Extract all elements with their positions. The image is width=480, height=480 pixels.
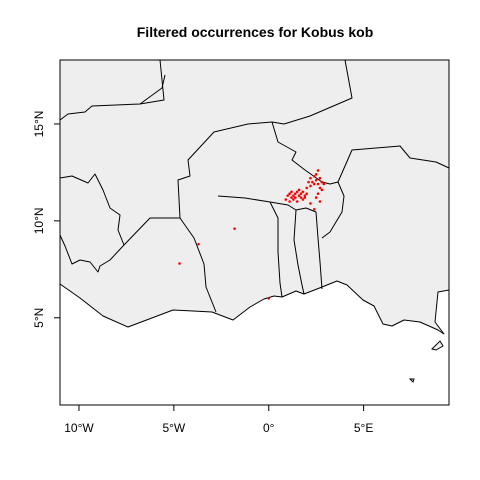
occurrence-point [312, 207, 316, 211]
occurrence-point [303, 194, 307, 197]
occurrence-point [295, 190, 299, 194]
x-tick-label: 10°W [64, 421, 94, 435]
occurrence-point [288, 200, 291, 203]
occurrence-point [312, 182, 316, 186]
occurrence-point [301, 198, 305, 201]
occurrence-point [312, 174, 316, 178]
occurrence-point [314, 196, 318, 199]
coastline [59, 280, 450, 335]
x-tick-label: 5°E [354, 421, 373, 435]
occurrence-point [284, 198, 288, 201]
occurrence-point [297, 188, 301, 192]
occurrence-point [299, 192, 303, 196]
occurrence-point [295, 200, 299, 203]
occurrence-point [305, 186, 308, 190]
occurrence-point [320, 180, 324, 184]
land-mass [60, 60, 449, 334]
plot-frame [59, 59, 450, 406]
x-tick-label: 5°W [162, 421, 185, 435]
occurrence-point [299, 196, 303, 199]
x-axis: 10°W 5°W 0° 5°E [64, 405, 373, 435]
occurrence-point [197, 242, 200, 246]
occurrence-point [290, 196, 293, 199]
occurrence-point [297, 194, 301, 197]
occurrence-point [267, 297, 271, 300]
occurrence-point [309, 202, 312, 205]
island-bioko [431, 340, 444, 351]
occurrence-point [322, 182, 326, 186]
occurrence-points [178, 169, 326, 300]
y-axis: 5°N 10°N 15°N [32, 111, 60, 328]
occurrence-point [311, 180, 314, 184]
occurrence-point [292, 194, 295, 197]
occurrence-point [293, 192, 297, 196]
occurrence-point [309, 176, 312, 180]
occurrence-point [293, 196, 297, 199]
occurrence-point [318, 176, 322, 180]
occurrence-point [314, 178, 318, 182]
y-tick-label: 15°N [32, 111, 46, 138]
map-panel [59, 59, 450, 406]
occurrence-point [314, 173, 318, 176]
island-sao-tome [408, 378, 415, 383]
map-title: Filtered occurrences for Kobus kob [137, 24, 374, 40]
country-borders [59, 59, 450, 313]
occurrence-point [316, 182, 320, 186]
occurrence-point [288, 192, 291, 196]
x-tick-label: 0° [263, 421, 275, 435]
occurrence-point [318, 200, 322, 203]
occurrence-point [318, 186, 322, 190]
y-tick-label: 5°N [32, 308, 46, 328]
occurrence-point [309, 184, 312, 188]
y-tick-label: 10°N [32, 207, 46, 234]
occurrence-point [233, 227, 236, 230]
occurrence-point [301, 190, 305, 194]
occurrence-point [316, 169, 320, 172]
occurrence-point [178, 262, 181, 265]
occurrence-point [307, 180, 310, 184]
occurrence-point [320, 188, 324, 192]
occurrence-point [286, 194, 290, 197]
occurrence-point [290, 190, 293, 194]
occurrence-point [305, 192, 308, 196]
occurrence-point [292, 198, 295, 201]
occurrence-point [303, 196, 307, 199]
occurrence-point [316, 192, 320, 196]
